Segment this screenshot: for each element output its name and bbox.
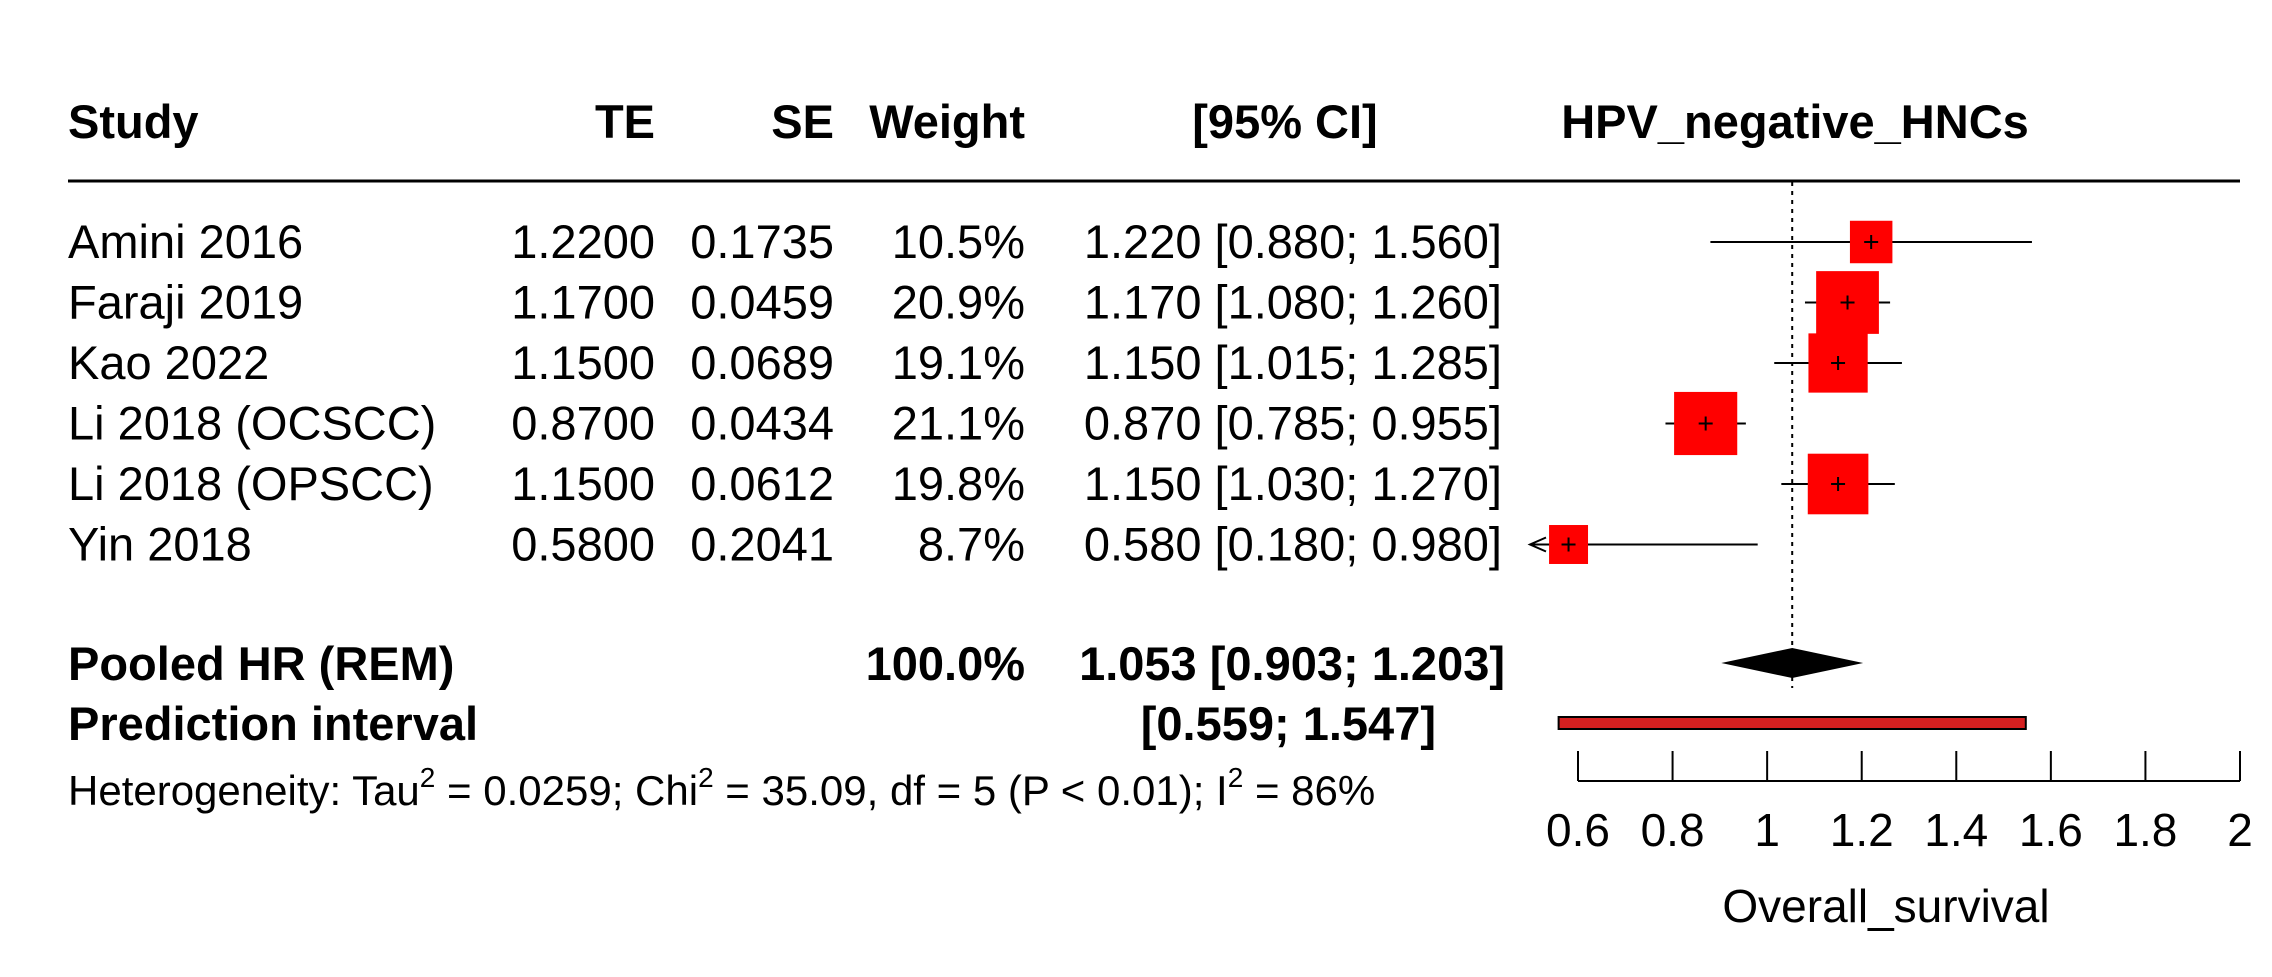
- pooled-ci: 1.053 [0.903; 1.203]: [1079, 637, 1505, 690]
- prediction-label: Prediction interval: [68, 697, 478, 750]
- study-name: Li 2018 (OPSCC): [68, 457, 434, 510]
- x-tick-label: 0.6: [1546, 804, 1610, 856]
- x-tick-label: 1.6: [2019, 804, 2083, 856]
- study-name: Li 2018 (OCSCC): [68, 397, 436, 450]
- study-se: 0.2041: [690, 518, 834, 571]
- study-se: 0.0689: [690, 336, 834, 389]
- header-weight: Weight: [869, 95, 1025, 148]
- header-ci: [95% CI]: [1192, 95, 1377, 148]
- study-weight: 21.1%: [892, 397, 1025, 450]
- plot-marks: [1527, 182, 2032, 730]
- prediction-ci: [0.559; 1.547]: [1141, 697, 1436, 750]
- pooled-diamond: [1721, 648, 1864, 678]
- study-te: 1.1500: [511, 457, 655, 510]
- prediction-bar: [1557, 716, 2027, 730]
- x-tick-label: 1.2: [1830, 804, 1894, 856]
- study-weight: 10.5%: [892, 215, 1025, 268]
- study-ci: 1.150 [1.030; 1.270]: [1084, 457, 1502, 510]
- x-tick-label: 0.8: [1641, 804, 1705, 856]
- study-se: 0.0612: [690, 457, 834, 510]
- study-se: 0.0434: [690, 397, 834, 450]
- plot-title: HPV_negative_HNCs: [1561, 95, 2029, 148]
- x-tick-label: 1.4: [1924, 804, 1988, 856]
- header-study: Study: [68, 95, 199, 148]
- study-weight: 19.8%: [892, 457, 1025, 510]
- study-ci: 0.580 [0.180; 0.980]: [1084, 518, 1502, 571]
- study-se: 0.1735: [690, 215, 834, 268]
- study-se: 0.0459: [690, 276, 834, 329]
- ci-arrow: [1527, 536, 1547, 553]
- study-te: 1.2200: [511, 215, 655, 268]
- study-name: Amini 2016: [68, 215, 303, 268]
- study-weight: 20.9%: [892, 276, 1025, 329]
- header-te: TE: [595, 95, 655, 148]
- study-weight: 8.7%: [918, 518, 1025, 571]
- study-ci: 0.870 [0.785; 0.955]: [1084, 397, 1502, 450]
- study-name: Yin 2018: [68, 518, 252, 571]
- pooled-weight: 100.0%: [866, 637, 1025, 690]
- study-te: 0.8700: [511, 397, 655, 450]
- study-name: Faraji 2019: [68, 276, 303, 329]
- x-axis-label: Overall_survival: [1722, 880, 2049, 932]
- study-ci: 1.150 [1.015; 1.285]: [1084, 336, 1502, 389]
- study-weight: 19.1%: [892, 336, 1025, 389]
- x-axis: 0.6 0.8 1 1.2 1.4 1.6 1.8 2: [1546, 751, 2253, 856]
- study-rows: Amini 2016 1.2200 0.1735 10.5% 1.220 [0.880;…: [68, 215, 1502, 571]
- study-name: Kao 2022: [68, 336, 269, 389]
- x-tick-label: 1.8: [2113, 804, 2177, 856]
- x-tick-label: 1: [1754, 804, 1780, 856]
- header-se: SE: [771, 95, 834, 148]
- study-ci: 1.220 [0.880; 1.560]: [1084, 215, 1502, 268]
- x-tick-label: 2: [2227, 804, 2253, 856]
- study-te: 1.1700: [511, 276, 655, 329]
- study-te: 0.5800: [511, 518, 655, 571]
- heterogeneity-text: Heterogeneity: Tau2 = 0.0259; Chi2 = 35.…: [68, 762, 1375, 814]
- study-ci: 1.170 [1.080; 1.260]: [1084, 276, 1502, 329]
- pooled-label: Pooled HR (REM): [68, 637, 454, 690]
- study-te: 1.1500: [511, 336, 655, 389]
